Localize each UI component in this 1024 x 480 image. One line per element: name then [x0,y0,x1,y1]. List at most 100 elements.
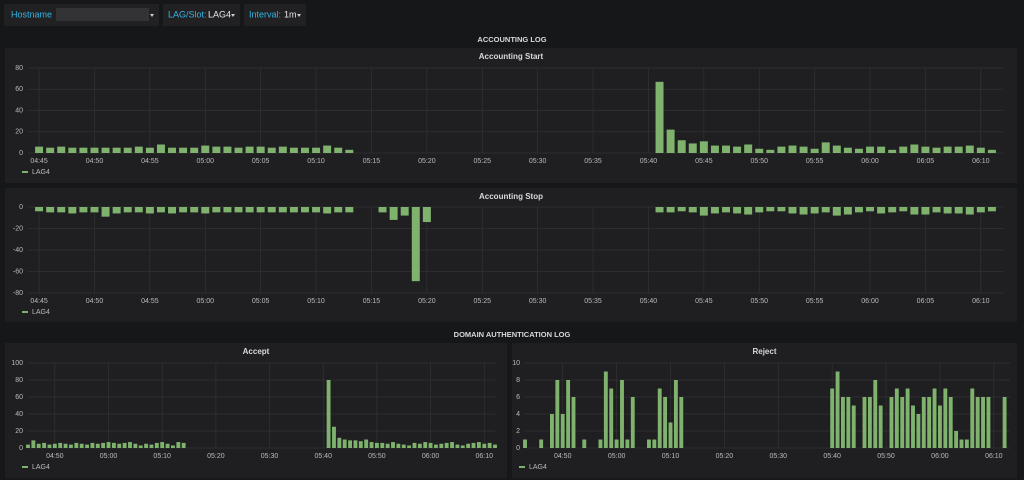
bar [539,439,544,448]
bar [910,144,919,153]
bar [428,442,433,448]
bar [455,444,460,448]
bar [866,207,875,212]
bar [843,147,852,153]
panel-title: Accept [243,347,270,356]
x-tick-label: 05:50 [750,298,768,305]
bar [788,145,797,153]
x-tick-label: 05:20 [418,298,436,305]
bar [26,444,30,448]
x-tick-label: 05:30 [529,158,547,165]
bar [744,207,753,215]
bar [965,207,974,215]
bar [353,440,358,448]
y-tick-label: 2 [516,428,520,435]
x-tick-label: 05:10 [153,453,171,460]
bar [101,442,106,448]
x-tick-label: 05:50 [750,158,768,165]
bar [688,207,697,213]
bar [267,207,276,213]
bar [766,149,775,153]
bar [47,444,52,448]
bar [873,380,878,448]
x-tick-label: 06:10 [475,453,493,460]
x-tick-label: 05:30 [770,453,788,460]
x-tick-label: 05:30 [529,298,547,305]
bar [345,149,354,153]
bar [733,207,742,214]
bar [190,147,199,153]
bar [755,207,764,213]
caret [150,14,154,17]
bar [348,440,353,448]
control-box [163,4,240,26]
x-tick-label: 05:10 [662,453,680,460]
y-tick-label: -40 [13,247,23,254]
bar [821,142,830,153]
bar [867,397,872,448]
interval-control[interactable]: Interval: 1m [244,4,306,26]
hostname-control[interactable]: Hostname [4,4,159,26]
bar [954,431,959,448]
bar [74,442,79,448]
bar [301,147,309,153]
lagslot-control[interactable]: LAG/Slot: LAG4 [163,4,240,26]
bar [212,207,221,213]
x-tick-label: 05:30 [261,453,279,460]
bar [156,207,165,213]
bar [476,442,481,448]
bar [289,207,298,213]
bar [744,144,753,153]
bar [364,439,369,448]
y-tick-label: -60 [13,268,23,275]
bar [138,445,143,448]
panel-title: Accounting Stop [479,192,543,201]
bar [144,443,149,448]
bar [176,442,181,448]
x-tick-label: 05:10 [307,298,325,305]
bar [877,146,886,153]
bar [766,207,775,212]
bar [256,207,265,213]
bar [332,426,336,448]
x-tick-label: 06:10 [985,453,1003,460]
bar [79,147,88,153]
panel-title: Accounting Start [479,52,544,61]
bar [57,207,66,213]
bar [888,149,897,153]
x-tick-label: 04:45 [30,158,48,165]
bar [190,207,199,213]
bar [493,444,497,448]
bar [810,207,819,214]
bar [888,207,897,213]
y-tick-label: 20 [15,129,23,136]
bar [733,146,742,153]
bar [900,397,905,448]
bar [655,81,664,153]
x-tick-label: 04:55 [141,298,159,305]
bar [943,388,948,448]
bar [36,443,41,448]
bar [948,397,953,448]
bar [954,207,963,214]
bar [374,442,379,448]
bar [810,148,819,153]
y-tick-label: 4 [516,411,520,418]
bar [145,147,154,153]
x-tick-label: 05:40 [823,453,841,460]
x-tick-label: 06:10 [972,298,990,305]
bar [668,422,673,448]
bar [385,443,390,448]
bar [46,207,55,213]
bar [145,207,154,214]
bar [35,207,44,212]
bar [899,146,908,153]
bar [582,439,587,448]
bar [620,380,624,448]
bar [123,207,132,213]
control-value: 1m [284,9,297,19]
control-label: Interval: [249,9,281,19]
hostname-input[interactable] [56,8,149,21]
bar [245,207,254,213]
bar [878,405,883,448]
